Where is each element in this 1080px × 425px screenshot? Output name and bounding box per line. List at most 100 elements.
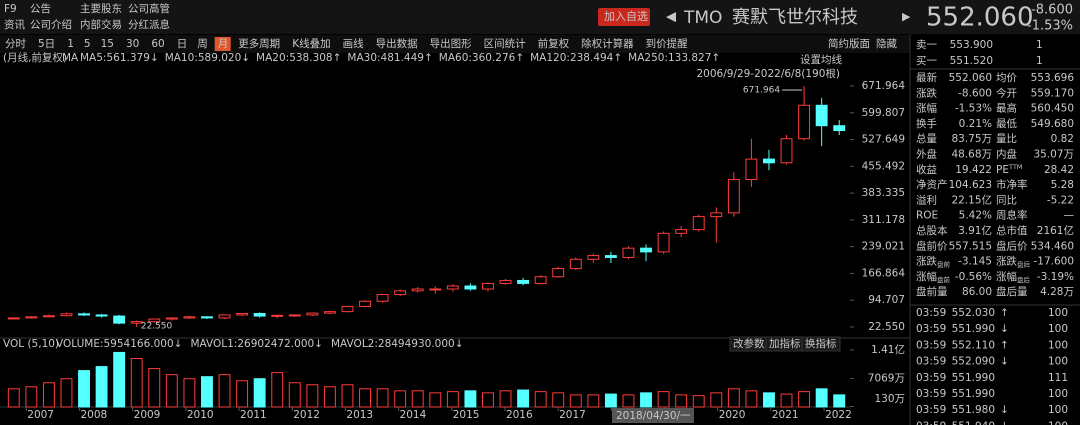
toolbar-item[interactable]: 画线 [343,37,364,50]
toolbar-item[interactable]: 分时 [5,38,26,50]
stat-label: 市净率 [996,178,1028,191]
toolbar-item[interactable]: 日 [177,38,188,50]
indicator-button[interactable]: 换指标 [805,337,837,350]
x-tick-label: 2011 [240,409,267,421]
candle-body [552,268,565,278]
candle-body [323,311,336,314]
top-bar [0,0,1080,34]
toolbar-item[interactable]: 除权计算器 [581,37,634,50]
change-pct: -1.53% [1027,19,1073,34]
ma-label: MA5:561.379↓ [80,52,159,64]
trade-price: 552.110 [952,339,995,351]
x-tick-label: 2012 [293,409,320,421]
toolbar-item[interactable]: 5日 [38,38,55,50]
volume-bar [148,368,161,408]
header-link[interactable]: 资讯 [4,18,25,31]
candle-body [411,288,424,292]
toolbar-item[interactable]: 导出图形 [430,37,472,50]
header-link[interactable]: F9 [4,3,17,15]
volume-bar [640,392,652,408]
volume-bar [78,370,90,408]
header-link[interactable]: 分红派息 [128,18,170,31]
header-link[interactable]: 主要股东 [80,2,122,15]
trade-price: 551.990 [952,372,995,384]
volume-bar [429,392,442,408]
header-link[interactable]: 公司高管 [128,2,170,15]
min-label: 22.550 [141,322,173,332]
stat-value: 549.680 [1031,118,1074,130]
candle-body [446,285,459,290]
toolbar-item[interactable]: 60 [151,38,164,50]
indicator-button[interactable]: 加指标 [769,337,801,350]
stat-value: 35.07万 [1033,149,1074,161]
indicator-button-bg[interactable] [801,336,841,352]
stat-label: 今开 [996,86,1017,99]
toolbar-item[interactable]: 到价提醒 [646,38,688,50]
header-link[interactable]: 公司介绍 [30,18,72,31]
volume-bar [288,382,301,408]
stat-value: — [1064,210,1075,222]
toolbar-item[interactable]: 前复权 [538,37,570,50]
indicator-button[interactable]: 改参数 [733,337,765,350]
y-tick-label: 7069万 [868,372,905,384]
volume-bar [780,393,793,408]
toolbar-item[interactable]: 5 [84,38,91,50]
candle-body [710,212,723,218]
stat-label: 盘后价 [996,239,1028,252]
trade-time: 03:59 [916,323,946,335]
volume-bar [727,388,740,408]
stat-value: -8.600 [958,87,992,99]
y-tick-label: 130万 [874,393,905,405]
volume-title: VOL (5,10) [3,338,59,350]
prev-arrow[interactable]: ◀ [666,10,676,25]
toolbar-item[interactable]: 区间统计 [484,37,526,50]
stat-value: 5.42% [959,210,992,222]
trade-price: 551.980 [952,404,995,416]
volume-bar [657,391,670,408]
volume-bar [165,374,178,408]
x-tick-label: 2021 [772,409,799,421]
toolbar-item[interactable]: 周 [197,38,208,50]
trade-volume: 100 [1048,404,1068,416]
toolbar-item[interactable]: 简约版面 [828,37,870,50]
candle-body [780,138,793,164]
volume-bar [130,357,143,408]
toolbar-item[interactable]: 30 [126,38,139,50]
settings-label[interactable]: 设置均线 [800,53,842,66]
trade-time: 03:59 [916,404,946,416]
cursor-label: 2018/04/30/一 [616,410,691,422]
book-label: 买一 [916,55,937,67]
candle-body [798,104,811,140]
toolbar-item[interactable]: 1 [67,38,74,50]
y-tick-label: 527.649 [862,134,905,146]
toolbar-item[interactable]: 15 [101,38,114,50]
stat-label-note: TTM [1008,163,1022,171]
toolbar-item[interactable]: 月 [218,38,229,50]
candle-body [341,305,354,313]
toolbar-item[interactable]: 隐藏 [876,38,897,50]
header-link[interactable]: 公告 [30,2,51,15]
stat-label: 总量 [916,132,937,145]
y-tick-label: 239.021 [862,241,905,253]
toolbar-item[interactable]: K线叠加 [292,37,330,50]
stat-value: 534.460 [1031,240,1074,252]
volume-bar [604,393,617,408]
ma-title: MA [62,52,79,64]
stat-label: 涨跌盘后 [996,255,1031,269]
next-arrow[interactable]: ▶ [902,10,911,23]
volume-bar [534,391,547,408]
stat-value: 560.450 [1031,103,1074,115]
volume-bar [271,372,284,408]
add-button[interactable]: 加入自选 [604,10,648,23]
stat-label: 均价 [996,72,1017,84]
add-button-bg[interactable] [598,8,650,26]
stat-label: 涨幅 [916,102,937,115]
header-link[interactable]: 内部交易 [80,18,122,31]
toolbar-item[interactable]: 更多周期 [238,37,280,50]
volume-bar [622,394,635,408]
x-tick-label: 2022 [825,409,852,421]
candle-body [253,312,266,317]
volume-bar [833,394,846,408]
toolbar-item[interactable]: 导出数据 [376,37,418,50]
stat-label: 最低 [996,117,1017,130]
